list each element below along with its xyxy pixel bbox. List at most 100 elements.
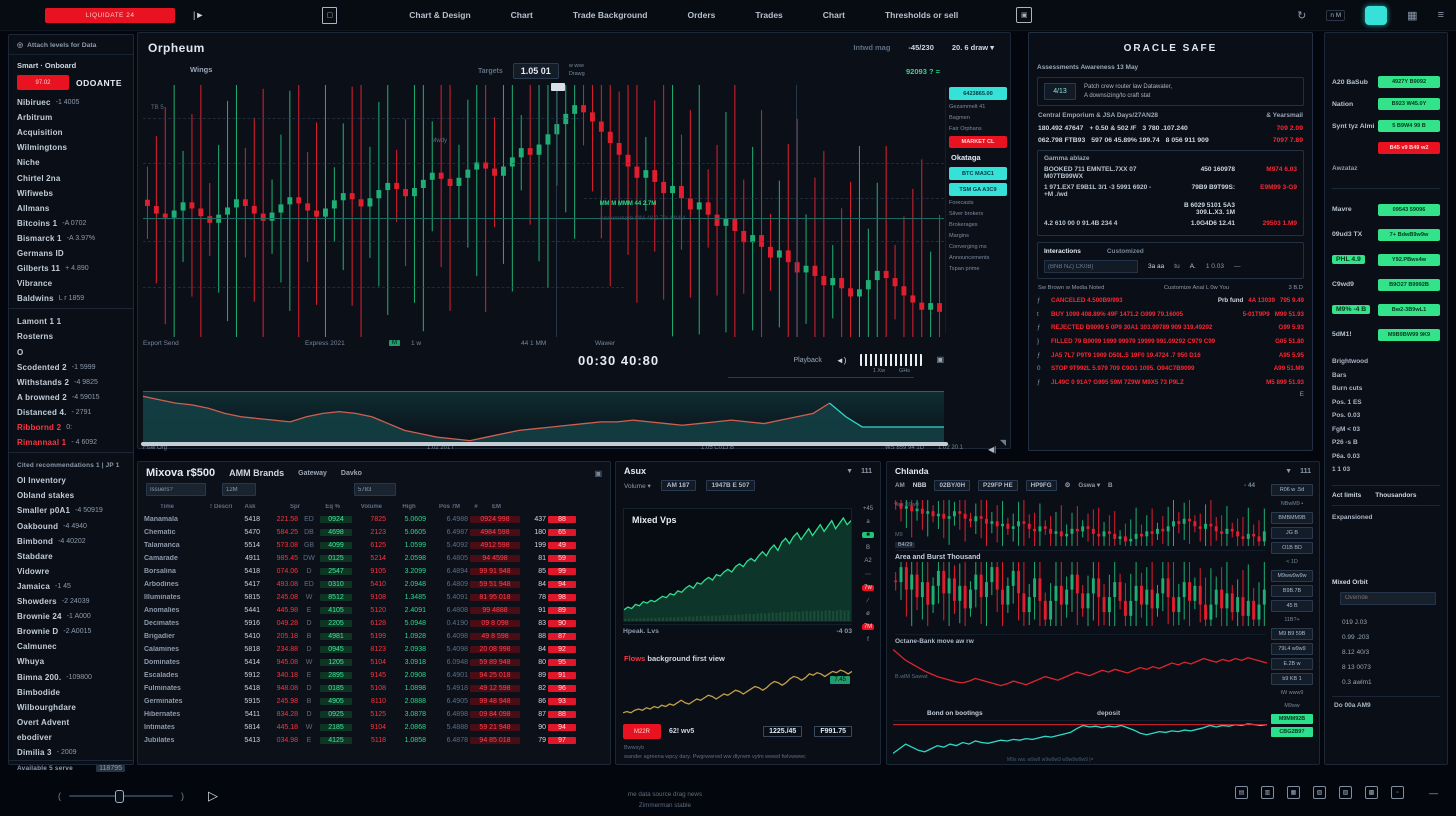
side-control[interactable]: R06 w .5d xyxy=(1271,484,1313,496)
watchlist-item[interactable]: Dimilia 3 - 2009 xyxy=(9,745,133,760)
watchlist-item[interactable]: Wilbourghdare xyxy=(9,700,133,715)
position-item[interactable]: Brightwood xyxy=(1332,358,1369,366)
watchlist-item[interactable]: Gilberts 11 + 4.890 xyxy=(9,261,133,276)
column-header[interactable]: Volume xyxy=(360,503,382,510)
alert-row[interactable]: t BUY 1099 408.89% 49F 1471.2 G999 79.16… xyxy=(1037,308,1304,322)
ladder-button[interactable]: Bagmen xyxy=(949,114,1007,122)
column-header[interactable]: EM xyxy=(492,503,501,510)
strip-icon[interactable]: ∕ xyxy=(867,598,869,604)
more-icon[interactable]: — xyxy=(1233,263,1241,270)
strip-svg[interactable] xyxy=(893,500,1267,546)
side-control[interactable]: M9ww9w9w xyxy=(1271,570,1313,582)
position-item[interactable]: Pos. 0.03 xyxy=(1332,412,1361,420)
menu-item[interactable]: Trades xyxy=(755,10,783,20)
position-item[interactable]: 1 1 03 xyxy=(1332,466,1351,474)
watchlist-item[interactable]: Smaller p0A1 -4 50919 xyxy=(9,503,133,518)
table-row[interactable]: Camarade 4911 985.45 DW 0125 5214 2.0598 6.48… xyxy=(138,552,610,565)
move-svg[interactable] xyxy=(893,646,1267,690)
position-item[interactable]: P6a. 0.03 xyxy=(1332,452,1360,460)
menu-item[interactable]: Thresholds or sell xyxy=(884,10,959,20)
close-position-button[interactable]: M22R xyxy=(623,724,661,739)
signal-action-button[interactable]: B45 v9 B49 w2 xyxy=(1378,142,1440,154)
flows-chart[interactable] xyxy=(623,666,852,718)
watchlist-item[interactable]: Ol Inventory xyxy=(9,473,133,488)
tf-am[interactable]: AM xyxy=(895,482,905,489)
main-candles-svg[interactable] xyxy=(143,85,944,337)
column-header[interactable]: Pos 7M xyxy=(438,503,460,510)
aux-range-button[interactable]: AM 187 xyxy=(660,480,696,491)
watchlist-item[interactable]: Rosterns xyxy=(9,329,133,344)
watchlist-item[interactable]: Allmans xyxy=(9,201,133,216)
side-control[interactable]: NBwM9 • xyxy=(1280,501,1304,507)
limits-tab[interactable]: Act limits xyxy=(1332,491,1362,499)
menu-lines-icon[interactable]: ≡ xyxy=(1437,9,1444,21)
alert-row[interactable]: } FILLED 79 B9099 1999 99979 19999 991.0… xyxy=(1037,335,1304,349)
bottom-tool-icon[interactable]: ▫ xyxy=(1391,786,1404,799)
signal-action-button[interactable]: B923 W45.0Y xyxy=(1378,98,1440,110)
menu-item[interactable]: Chart & Design xyxy=(409,10,471,20)
collapse-icon[interactable]: ▼ xyxy=(1285,467,1293,475)
position-item[interactable]: Burn cuts xyxy=(1332,385,1363,393)
playback-scrubber[interactable]: 1 Xw GHs xyxy=(860,354,923,374)
tab-interactions[interactable]: Interactions xyxy=(1044,248,1081,255)
strip-icon[interactable]: ■ xyxy=(862,532,874,538)
bottom-tool-icon[interactable]: ▨ xyxy=(1339,786,1352,799)
sell-button[interactable]: 97.02 xyxy=(17,75,69,90)
limits-tab[interactable]: Thousandors xyxy=(1375,491,1417,499)
ladder-button[interactable]: Forecasts xyxy=(949,199,1007,207)
column-header[interactable]: High xyxy=(402,503,416,510)
watchlist-item[interactable]: Cited recommendations 1 | JP 1 xyxy=(9,458,133,473)
side-control[interactable]: 79L4 w9w9 xyxy=(1271,643,1313,655)
watchlist-item[interactable]: Brownie 24 -1 A000 xyxy=(9,609,133,624)
volume-icon[interactable]: ◀| xyxy=(988,445,997,454)
signal-action-button[interactable]: Y92.PBws4w xyxy=(1378,253,1440,266)
tf-box-1[interactable]: 02BY/0H xyxy=(934,480,971,491)
strip-icon[interactable]: ø xyxy=(866,611,870,617)
watchlist-item[interactable]: Baldwins L r 1859 xyxy=(9,291,133,306)
side-control[interactable]: M9MM92B xyxy=(1271,714,1313,724)
grid-icon[interactable]: ▦ xyxy=(1407,9,1418,22)
watchlist-item[interactable]: Wilmingtons xyxy=(9,140,133,155)
strip-icon[interactable]: f xyxy=(867,637,869,643)
side-control[interactable]: E.2B w xyxy=(1271,658,1313,670)
menu-item[interactable]: Chart xyxy=(822,10,845,20)
watchlist-item[interactable]: Available 5 serve 118795 xyxy=(9,760,133,776)
table-row[interactable]: Brigadier 5410 205.18 B 4981 5199 1.0928 6.40… xyxy=(138,630,610,643)
position-item[interactable]: Pos. 1 ES xyxy=(1332,398,1362,406)
alert-row[interactable]: 0 STOP 9T992L 5.979 709 C9O1 1095. O94C7… xyxy=(1037,362,1304,376)
aux-mode-button[interactable]: 1947B E 507 xyxy=(705,480,756,491)
tf-nbb[interactable]: NBB xyxy=(912,482,927,489)
side-control[interactable]: BMBMM9B xyxy=(1271,512,1313,524)
watchlist-item[interactable]: Chirtel 2na xyxy=(9,170,133,185)
ladder-button[interactable]: Converging ms xyxy=(949,243,1007,251)
position-item[interactable]: Bars xyxy=(1332,371,1347,379)
aux-value-box-2[interactable]: F991.75 xyxy=(814,726,852,737)
trend-chart[interactable]: Mixed Vps xyxy=(623,508,852,622)
watchlist-item[interactable]: Germans ID xyxy=(9,246,133,261)
strip-icon[interactable]: B xyxy=(865,545,870,551)
tf-box-3[interactable]: HP9FG xyxy=(1025,480,1057,491)
playback-settings-icon[interactable]: ▣ xyxy=(936,355,944,364)
watchlist-item[interactable]: Ribbornd 2 0: xyxy=(9,420,133,435)
signal-action-button[interactable]: 09543 59096 xyxy=(1378,203,1440,216)
watchlist-item[interactable]: O xyxy=(9,345,133,360)
menu-item[interactable]: Orders xyxy=(687,10,716,20)
menu-item[interactable]: Chart xyxy=(510,10,533,20)
ladder-button[interactable]: 6423865.00 xyxy=(949,87,1007,100)
signal-action-button[interactable]: 7+ BdwB9w9w xyxy=(1378,228,1440,241)
bottom-tool-icon[interactable]: ▦ xyxy=(1287,786,1300,799)
slider-track[interactable] xyxy=(69,790,173,803)
column-header[interactable]: ! xyxy=(210,503,212,510)
table-row[interactable]: Calamines 5818 234.88 D 0945 8123 2.0938 5.40… xyxy=(138,643,610,656)
watchlist-item[interactable]: Acquisition xyxy=(9,125,133,140)
alert-row[interactable]: ƒ JA5 7L7 P9T9 1909 D50L.5 19F0 19.4724 … xyxy=(1037,348,1304,362)
overview-svg[interactable] xyxy=(143,392,944,446)
signal-action-button[interactable]: 5 B9W4 99 B xyxy=(1378,120,1440,132)
tab-customized[interactable]: Customized xyxy=(1106,248,1144,255)
watchlist-item[interactable] xyxy=(9,452,133,458)
collapse-icon[interactable]: ▼ xyxy=(846,467,854,475)
watchlist-item[interactable]: Vidowre xyxy=(9,564,133,579)
play-marker-icon[interactable]: |► xyxy=(193,10,205,20)
refresh-icon[interactable]: ↻ xyxy=(1297,9,1307,22)
table-row[interactable]: Talamanca 5514 573.08 GB 4099 6125 1.0599 5.4… xyxy=(138,539,610,552)
